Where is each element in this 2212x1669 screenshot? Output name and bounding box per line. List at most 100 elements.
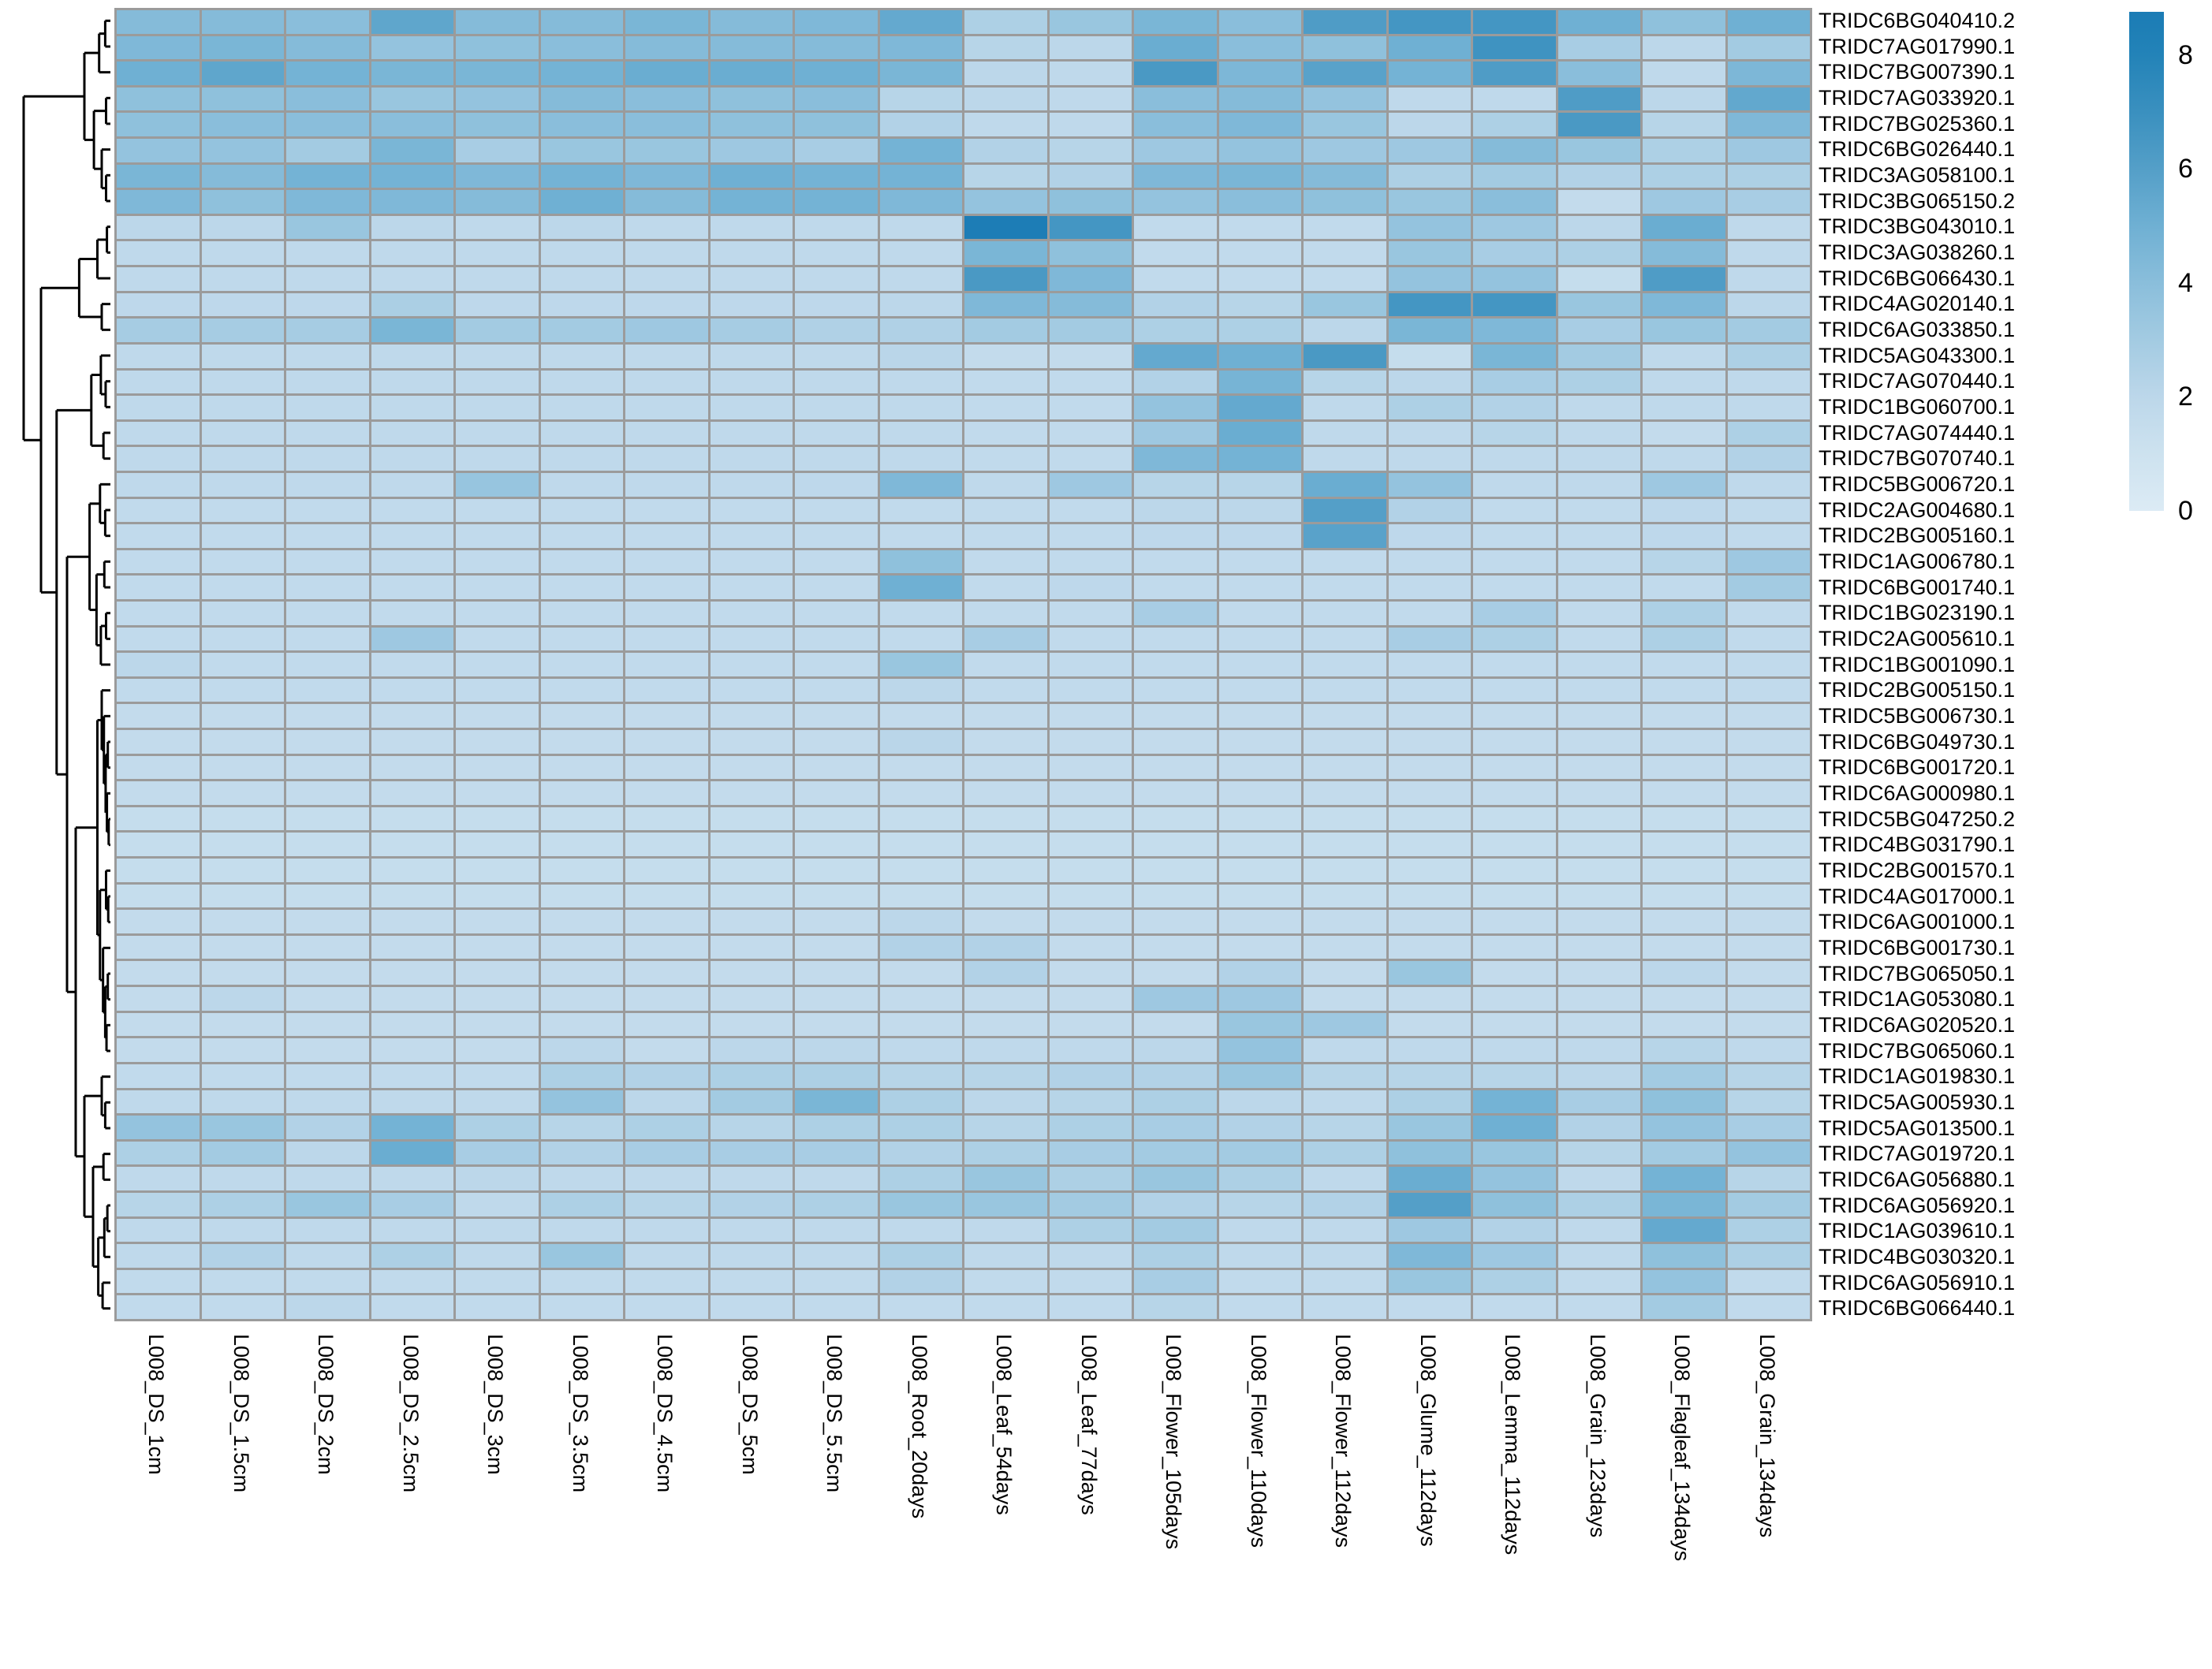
heatmap-cell [1727, 704, 1810, 728]
heatmap-cell [964, 833, 1047, 857]
heatmap-cell [1557, 550, 1640, 574]
heatmap-cell [795, 370, 878, 394]
heatmap-cell [1304, 1038, 1386, 1062]
heatmap-cell [1049, 1167, 1132, 1190]
heatmap-cell [1049, 1244, 1132, 1268]
heatmap-cell [117, 524, 200, 548]
heatmap-cell [795, 1167, 878, 1190]
heatmap-cell [1473, 1295, 1556, 1319]
heatmap-cell [879, 344, 962, 368]
heatmap-cell [1304, 781, 1386, 805]
heatmap-cell [371, 292, 453, 317]
heatmap-cell [1473, 113, 1556, 137]
heatmap-cell [1473, 1038, 1556, 1062]
heatmap-cell [710, 472, 793, 497]
heatmap-cell [1643, 370, 1725, 394]
heatmap-cell [1134, 396, 1217, 419]
heatmap-cell [201, 319, 284, 342]
heatmap-cell [286, 961, 369, 985]
heatmap-cell [879, 421, 962, 445]
column-label: L008_DS_1cm [144, 1334, 169, 1475]
heatmap-cell [1049, 190, 1132, 214]
heatmap-cell [1643, 884, 1725, 908]
heatmap-cell [1473, 730, 1556, 754]
heatmap-cell [1218, 1038, 1301, 1062]
heatmap-cell [1557, 859, 1640, 882]
heatmap-cell [1388, 113, 1471, 137]
heatmap-cell [371, 807, 453, 831]
column-label: L008_DS_5cm [737, 1334, 762, 1475]
heatmap-cell [1643, 215, 1725, 240]
heatmap-cell [964, 1269, 1047, 1294]
heatmap-cell [286, 1295, 369, 1319]
heatmap-cell [1218, 601, 1301, 625]
heatmap-cell [879, 730, 962, 754]
heatmap-cell [1727, 1295, 1810, 1319]
heatmap-cell [371, 1218, 453, 1242]
heatmap-cell [795, 1192, 878, 1216]
heatmap-cell [964, 524, 1047, 548]
heatmap-cell [1218, 319, 1301, 342]
heatmap-cell [964, 164, 1047, 188]
heatmap-cell [1049, 396, 1132, 419]
heatmap-cell [879, 139, 962, 162]
heatmap-cell [371, 859, 453, 882]
heatmap-cell [879, 884, 962, 908]
heatmap-cell [964, 678, 1047, 702]
heatmap-cell [286, 319, 369, 342]
heatmap-cell [286, 267, 369, 291]
heatmap-cell [201, 601, 284, 625]
heatmap-cell [625, 704, 708, 728]
heatmap-cell [879, 241, 962, 266]
row-label: TRIDC6BG026440.1 [1818, 137, 2016, 162]
heatmap-cell [286, 653, 369, 676]
heatmap-cell [201, 1244, 284, 1268]
heatmap-cell [1643, 344, 1725, 368]
heatmap-cell [1304, 164, 1386, 188]
heatmap-cell [1049, 344, 1132, 368]
row-label: TRIDC7BG065050.1 [1818, 961, 2016, 985]
heatmap-cell [710, 704, 793, 728]
heatmap-cell [795, 1244, 878, 1268]
heatmap-cell [201, 678, 284, 702]
heatmap-cell [1388, 241, 1471, 266]
heatmap-cell [710, 215, 793, 240]
heatmap-cell [117, 87, 200, 111]
heatmap-cell [1304, 1012, 1386, 1037]
heatmap-cell [540, 1192, 623, 1216]
heatmap-cell [540, 472, 623, 497]
heatmap-cell [456, 1064, 539, 1088]
heatmap-grid [114, 8, 1812, 1321]
heatmap-cell [1049, 267, 1132, 291]
heatmap-cell [117, 344, 200, 368]
heatmap-cell [117, 678, 200, 702]
heatmap-cell [795, 859, 878, 882]
heatmap-cell [371, 164, 453, 188]
heatmap-cell [117, 241, 200, 266]
heatmap-cell [286, 139, 369, 162]
heatmap-cell [117, 576, 200, 599]
heatmap-cell [1643, 910, 1725, 933]
heatmap-cell [1643, 935, 1725, 959]
heatmap-cell [201, 344, 284, 368]
heatmap-cell [879, 292, 962, 317]
heatmap-cell [710, 190, 793, 214]
row-label: TRIDC6BG001720.1 [1818, 755, 2016, 780]
heatmap-cell [1643, 396, 1725, 419]
row-label: TRIDC7BG007390.1 [1818, 60, 2016, 84]
heatmap-cell [1134, 704, 1217, 728]
heatmap-cell [1049, 1141, 1132, 1165]
heatmap-cell [879, 319, 962, 342]
row-label: TRIDC7AG074440.1 [1818, 420, 2016, 445]
heatmap-cell [1727, 1064, 1810, 1088]
heatmap-cell [201, 87, 284, 111]
heatmap-cell [710, 344, 793, 368]
heatmap-cell [964, 421, 1047, 445]
heatmap-cell [1049, 113, 1132, 137]
heatmap-cell [201, 370, 284, 394]
heatmap-cell [879, 1064, 962, 1088]
heatmap-cell [1134, 935, 1217, 959]
heatmap-cell [540, 1090, 623, 1114]
heatmap-cell [1643, 730, 1725, 754]
heatmap-cell [286, 781, 369, 805]
